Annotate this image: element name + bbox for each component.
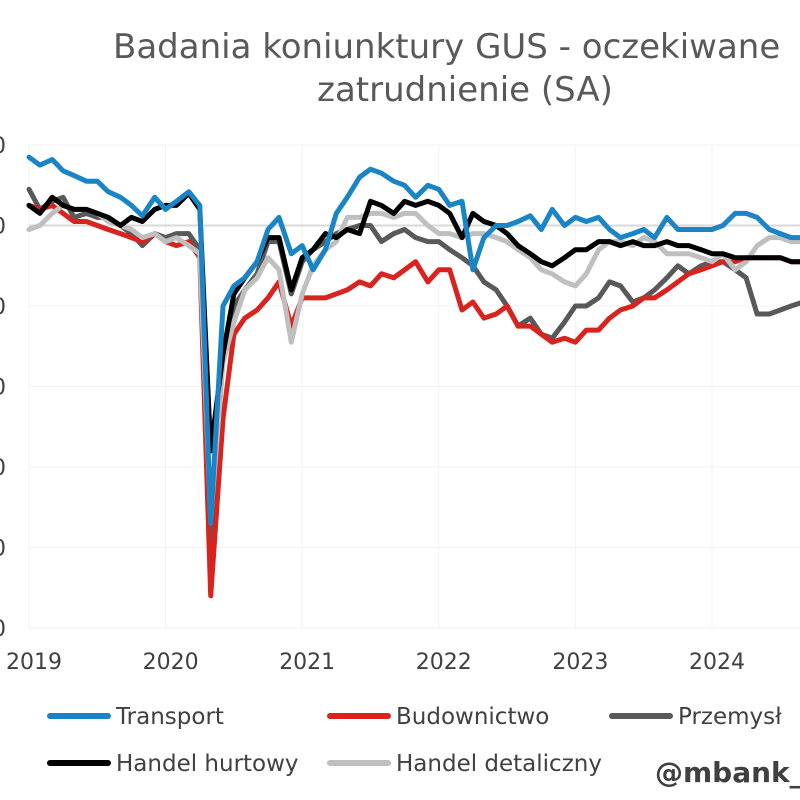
legend-label: Budownictwo xyxy=(396,704,549,730)
y-tick-label: 0 xyxy=(0,537,6,562)
legend-label: Przemysł xyxy=(678,704,782,730)
chart-title-line-1: Badania koniunktury GUS - oczekiwane xyxy=(113,27,780,67)
x-tick-label: 2023 xyxy=(552,650,608,675)
watermark: @mbank_ xyxy=(655,756,800,789)
y-tick-label: 0 xyxy=(0,376,6,401)
x-tick-label: 2019 xyxy=(6,650,62,675)
y-tick-label: 0 xyxy=(0,295,6,320)
y-tick-label: 0 xyxy=(0,215,6,240)
x-tick-label: 2022 xyxy=(416,650,472,675)
legend-label: Handel hurtowy xyxy=(116,751,299,777)
x-tick-label: 2020 xyxy=(143,650,199,675)
legend-label: Handel detaliczny xyxy=(396,751,602,777)
x-axis-ticks: 2019 2020 2021 2022 2023 2024 xyxy=(6,650,745,675)
y-tick-label: 0 xyxy=(0,617,6,642)
y-tick-label: 0 xyxy=(0,134,6,159)
x-tick-label: 2024 xyxy=(689,650,745,675)
series-line-budownictwo xyxy=(26,202,800,599)
series-group xyxy=(26,154,800,599)
legend: Transport Budownictwo Przemysł Handel hurto… xyxy=(47,704,782,777)
y-tick-label: 0 xyxy=(0,456,6,481)
legend-label: Transport xyxy=(115,704,224,730)
series-line-transport xyxy=(26,154,800,526)
series-line-handel-detaliczny xyxy=(26,202,800,522)
chart-title-line-2: zatrudnienie (SA) xyxy=(317,70,613,110)
y-axis-ticks: 0 0 0 0 0 0 0 xyxy=(0,134,6,642)
x-tick-label: 2021 xyxy=(279,650,335,675)
